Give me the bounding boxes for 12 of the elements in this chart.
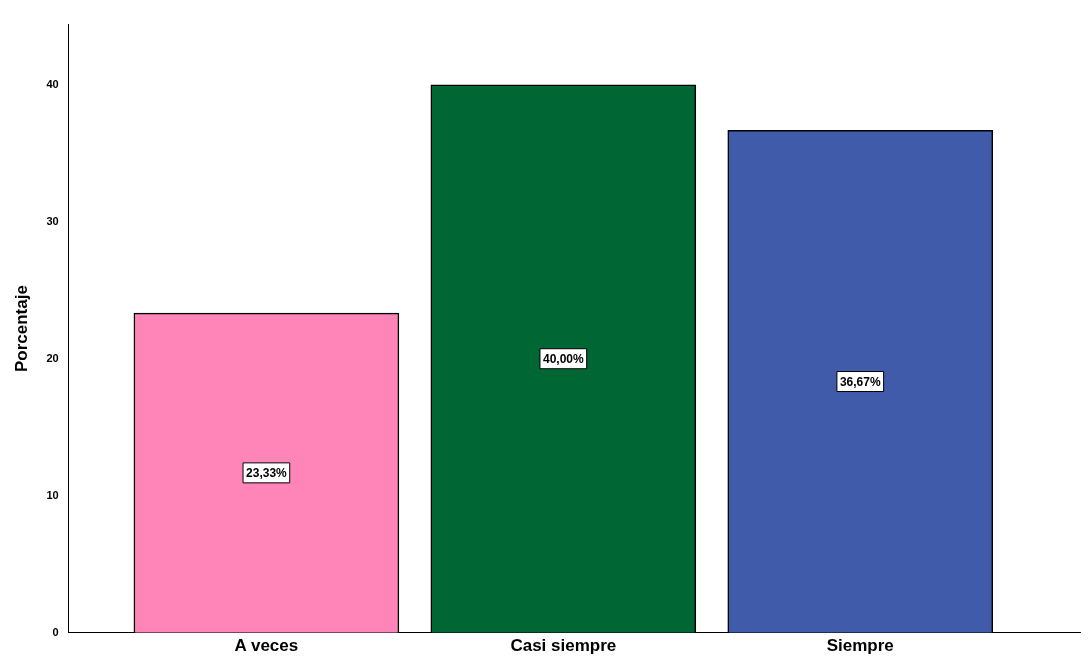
y-tick-label: 20: [46, 351, 59, 364]
data-label: 40,00%: [542, 352, 585, 367]
x-tick-label: Casi siempre: [510, 636, 617, 656]
x-tick-label: Siempre: [826, 636, 894, 656]
y-tick-label: 10: [46, 488, 59, 501]
y-tick-label: 0: [52, 625, 59, 638]
y-axis-title: Porcentaje: [11, 285, 31, 373]
data-label: 23,33%: [246, 466, 288, 481]
data-label: 36,67%: [839, 374, 881, 389]
y-tick-label: 30: [46, 214, 59, 227]
x-tick-label: A veces: [234, 636, 299, 656]
y-tick-label: 40: [46, 77, 59, 90]
